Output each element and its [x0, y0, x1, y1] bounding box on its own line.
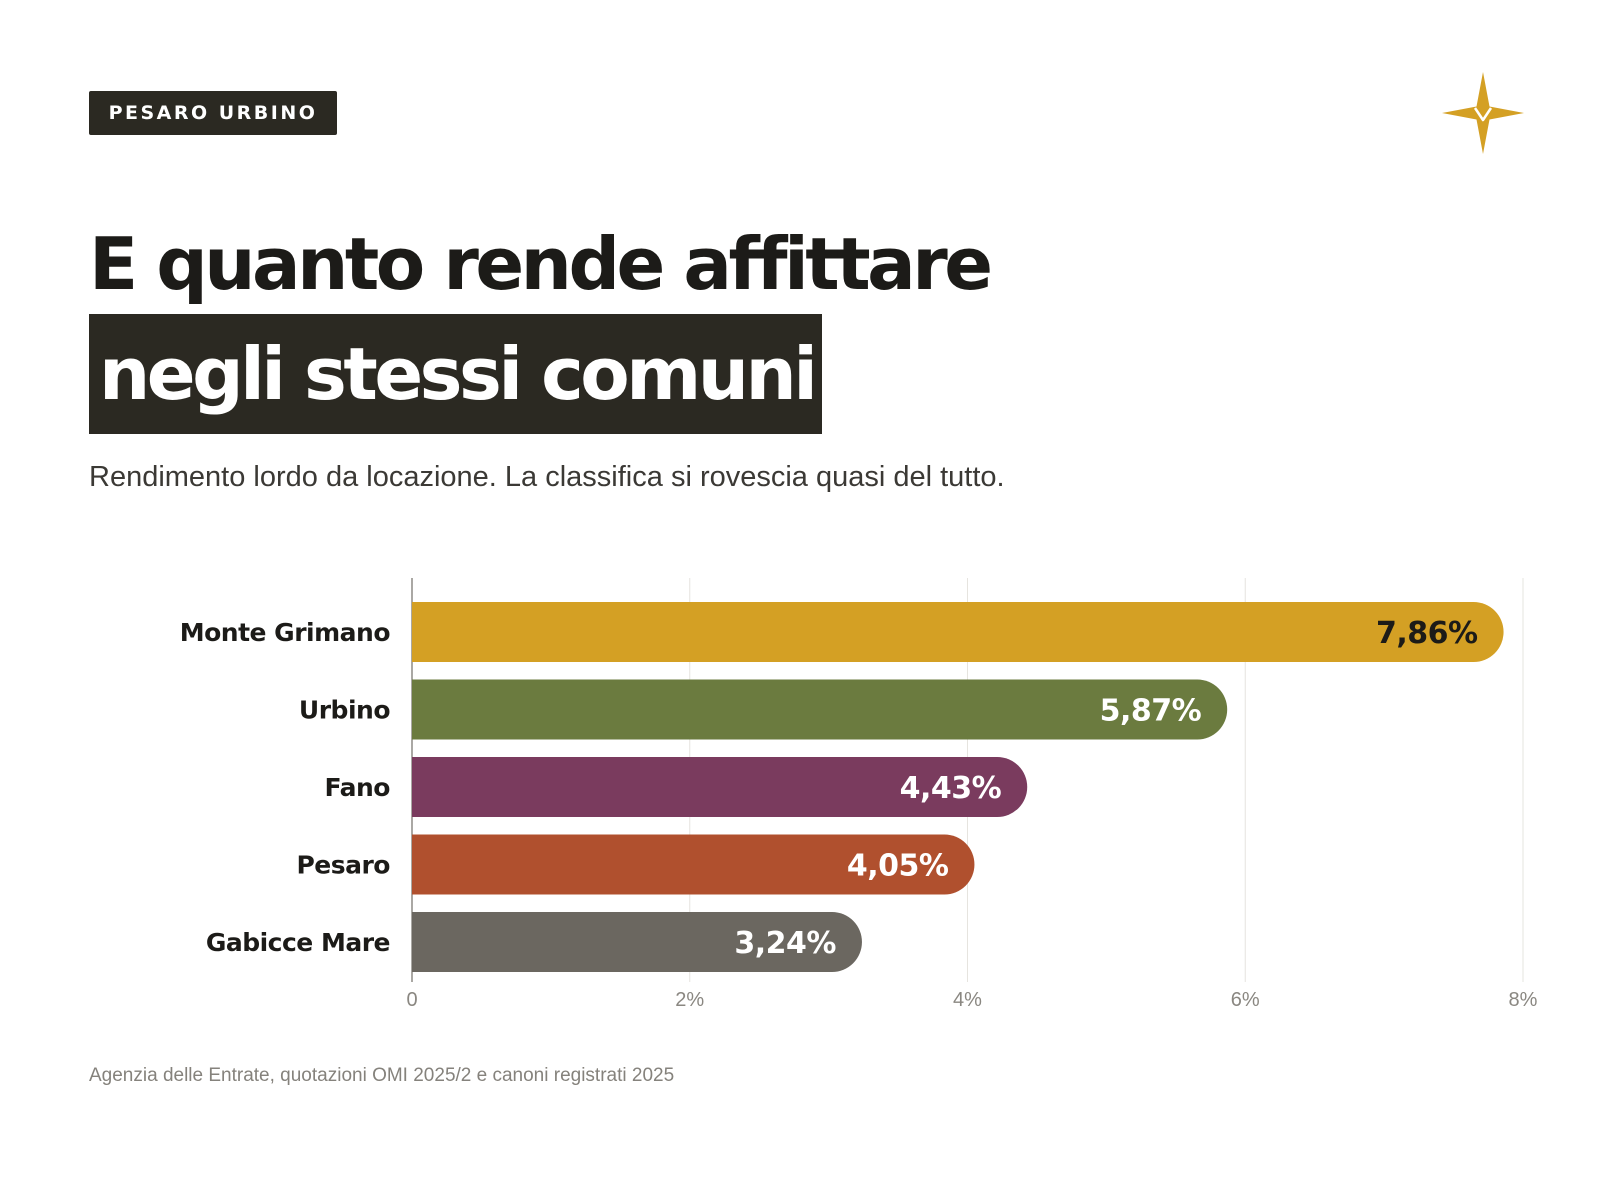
bar: [412, 602, 1504, 662]
category-label: Monte Grimano: [180, 618, 391, 647]
x-tick-label: 6%: [1231, 989, 1260, 1011]
value-label: 4,05%: [847, 849, 949, 884]
bar: [412, 679, 1228, 740]
bar: [412, 757, 1028, 817]
value-label: 7,86%: [1376, 616, 1478, 651]
bar: [412, 834, 975, 895]
bar-base: [412, 834, 442, 895]
bar-base: [412, 602, 442, 662]
x-tick-label: 8%: [1509, 989, 1538, 1011]
value-label: 4,43%: [900, 771, 1002, 806]
bar-base: [412, 912, 442, 972]
compass-star-icon: [1442, 72, 1524, 154]
page-subtitle: Rendimento lordo da locazione. La classi…: [89, 461, 1005, 493]
category-label: Pesaro: [296, 851, 390, 880]
category-label: Urbino: [299, 696, 390, 725]
value-label: 5,87%: [1100, 694, 1202, 729]
page-title: E quanto rende affittare: [89, 222, 993, 306]
x-tick-label: 2%: [675, 989, 704, 1011]
category-label: Fano: [325, 773, 391, 802]
x-tick-label: 0: [406, 989, 417, 1011]
region-tag: PESARO URBINO: [89, 91, 337, 135]
page-title-highlight: negli stessi comuni: [89, 314, 822, 434]
bar-base: [412, 679, 442, 740]
bar-base: [412, 757, 442, 817]
category-label: Gabicce Mare: [206, 928, 390, 957]
x-tick-label: 4%: [953, 989, 982, 1011]
source-note: Agenzia delle Entrate, quotazioni OMI 20…: [89, 1065, 675, 1086]
value-label: 3,24%: [734, 926, 836, 961]
bar: [412, 912, 862, 972]
